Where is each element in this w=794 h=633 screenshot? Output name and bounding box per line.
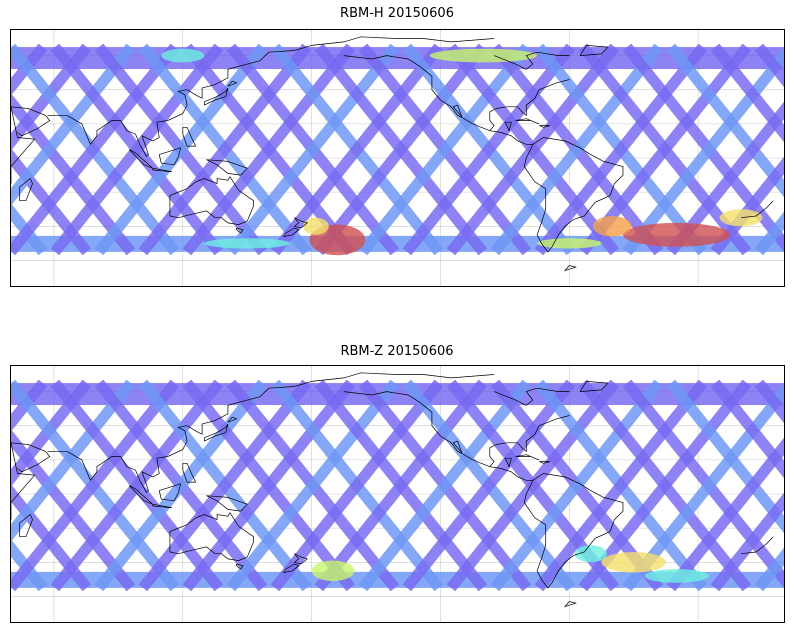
world-map: [11, 30, 784, 286]
coastlines: [11, 36, 774, 272]
satellite-swaths: [11, 379, 784, 592]
high-value-regions: [161, 48, 763, 256]
world-map: [11, 366, 784, 622]
satellite-swaths: [11, 43, 784, 256]
high-value-regions: [311, 545, 709, 583]
map-frame: [10, 365, 785, 623]
map-title: RBM-H 20150606: [340, 6, 454, 21]
map-title: RBM-Z 20150606: [340, 344, 454, 359]
coastlines: [11, 372, 774, 608]
map-frame: [10, 29, 785, 287]
